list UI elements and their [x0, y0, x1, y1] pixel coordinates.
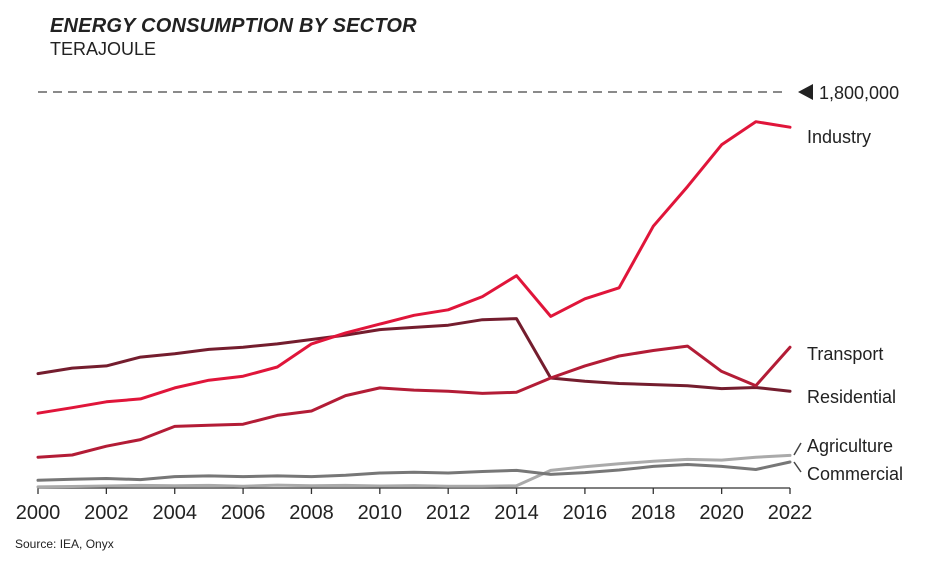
x-tick-label: 2016 — [563, 502, 608, 524]
x-tick-label: 2006 — [221, 502, 266, 524]
x-tick-label: 2022 — [768, 502, 813, 524]
series-line-industry — [36, 120, 792, 415]
x-tick-label: 2018 — [631, 502, 676, 524]
series-label-residential: Residential — [807, 387, 896, 407]
x-tick-label: 2012 — [426, 502, 471, 524]
x-tick-label: 2020 — [699, 502, 744, 524]
chart-title: ENERGY CONSUMPTION BY SECTOR — [50, 15, 417, 37]
x-tick-label: 2008 — [289, 502, 334, 524]
x-tick-label: 2002 — [84, 502, 129, 524]
x-tick-label: 2010 — [358, 502, 403, 524]
series-line-commercial — [36, 460, 792, 482]
series-label-industry: Industry — [807, 127, 871, 147]
commercial-leader-line — [793, 461, 802, 473]
series-line-transport — [36, 344, 792, 459]
reference-label: 1,800,000 — [819, 83, 899, 103]
x-tick-label: 2000 — [16, 502, 61, 524]
series-label-agriculture: Agriculture — [807, 436, 893, 456]
series-label-transport: Transport — [807, 344, 883, 364]
agriculture-leader-line — [793, 442, 802, 456]
reference-marker-icon — [798, 84, 813, 100]
series-line-residential — [36, 317, 792, 393]
series-label-commercial: Commercial — [807, 464, 903, 484]
x-tick-label: 2014 — [494, 502, 539, 524]
x-tick-label: 2004 — [152, 502, 197, 524]
series-line-agriculture — [36, 453, 792, 489]
chart-subtitle: TERAJOULE — [50, 39, 157, 59]
source-note: Source: IEA, Onyx — [15, 537, 114, 551]
